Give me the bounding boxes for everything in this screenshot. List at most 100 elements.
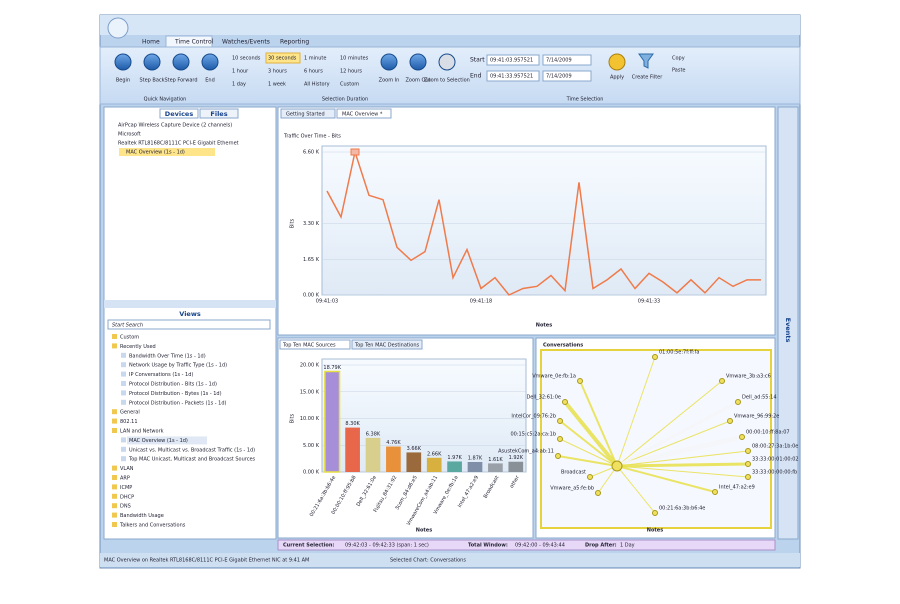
conversation-node[interactable] [735,399,741,405]
document-tab[interactable] [280,108,336,119]
view-item[interactable]: IP Conversations (1s - 1d) [129,372,193,378]
conversation-node-label[interactable]: Vmware_96:99:2e [734,414,779,420]
bar-tab-label[interactable]: Top Ten MAC Sources [282,343,336,349]
view-item[interactable]: DHCP [120,494,134,500]
conversation-node[interactable] [652,510,658,516]
bar-tab[interactable] [351,339,423,350]
search-placeholder[interactable]: Start Search [112,323,143,329]
create-filter-label[interactable]: Create Filter [632,75,664,81]
conversation-node[interactable] [557,418,563,424]
view-item[interactable]: Recently Used [120,344,156,350]
apply-label[interactable]: Apply [610,75,624,81]
conversation-node[interactable] [557,436,563,442]
document-tab-label[interactable]: Getting Started [286,112,325,118]
conversation-hub[interactable] [611,460,623,472]
nav-button[interactable] [114,53,132,71]
view-item[interactable]: DNS [120,504,131,510]
view-item[interactable]: Bandwidth Usage [120,513,164,519]
nav-button[interactable] [143,53,161,71]
view-item[interactable]: Talkers and Conversations [119,523,186,529]
conversation-node-label[interactable]: 00:15:c5:2a:ca:1b [511,432,557,438]
end-date[interactable]: 7/14/2009 [546,74,572,80]
search-box[interactable] [107,319,271,330]
end-time[interactable]: 09:41:33.957521 [490,74,533,80]
ribbon-tab[interactable]: Watches/Events [222,39,270,46]
conversation-node-label[interactable]: 08:00:27:3a:1b:0e [752,444,798,450]
duration-option[interactable]: 30 seconds [268,56,297,62]
events-strip[interactable] [777,106,799,540]
bar-tab-label[interactable]: Top Ten MAC Destinations [354,343,419,349]
duration-option[interactable]: 10 seconds [232,56,261,62]
devices-tab[interactable] [199,108,239,119]
conversation-node-label[interactable]: Dell_ad:55:14 [742,395,777,401]
view-item[interactable]: ARP [120,476,130,482]
start-time[interactable]: 09:41:03.957521 [490,58,533,64]
conversation-node-label[interactable]: Broadcast [561,470,586,476]
start-date[interactable]: 7/14/2009 [546,58,572,64]
zoom-button[interactable] [380,53,398,71]
conversation-node[interactable] [562,399,568,405]
zoom-label[interactable]: Zoom to Selection [424,78,470,84]
conversation-node-label[interactable]: Vmware_0e:fb:1a [532,374,576,380]
conversation-node[interactable] [739,434,745,440]
view-item[interactable]: MAC Overview (1s - 1d) [129,438,188,444]
view-item[interactable]: General [120,410,140,416]
conversation-node[interactable] [712,489,718,495]
conversation-node[interactable] [745,448,751,454]
conversation-node-label[interactable]: 00:21:6a:3b:b6:4e [659,506,705,512]
zoom-label[interactable]: Zoom Out [405,78,430,84]
conversation-node[interactable] [727,418,733,424]
paste-button[interactable]: Paste [672,68,686,74]
nav-button[interactable] [172,53,190,71]
nav-label[interactable]: End [205,78,215,84]
ribbon-tab[interactable]: Time Control [174,39,214,46]
end-date-box[interactable] [542,70,592,82]
nav-button[interactable] [201,53,219,71]
conversation-node-label[interactable]: Dell_32:61:0e [526,395,561,401]
view-item[interactable]: Protocol Distribution - Packets (1s - 1d… [129,400,227,406]
conversation-node-label[interactable]: AsustekCom_a4:ab:11 [498,449,554,455]
nav-label[interactable]: Step Back [139,78,164,84]
conversation-node-label[interactable]: Vmware_3b:a3:c6 [726,374,771,380]
view-item[interactable]: Unicast vs. Multicast vs. Broadcast Traf… [129,447,255,453]
duration-option[interactable]: 1 minute [304,56,326,62]
zoom-label[interactable]: Zoom In [379,78,400,84]
conversation-node-label[interactable]: IntelCor_09:76:2b [511,414,556,420]
bar-tab[interactable] [279,339,351,350]
view-item[interactable]: Bandwidth Over Time (1s - 1d) [129,353,206,359]
device-item[interactable]: AirPcap Wireless Capture Device (2 chann… [118,123,232,129]
devices-tab[interactable] [159,108,199,119]
device-item[interactable]: MAC Overview (1s - 1d) [126,150,185,156]
device-item[interactable]: Realtek RTL8168C/8111C PCI-E Gigabit Eth… [118,141,239,147]
duration-option[interactable]: 3 hours [268,69,287,75]
conversation-node-label[interactable]: 01:00:5e:7f:ff:fa [659,350,699,356]
conversation-node-label[interactable]: 33:33:00:00:00:fb [752,470,797,476]
events-label[interactable]: Events [784,318,792,343]
conversation-node-label[interactable]: 33:33:00:01:00:02 [752,457,799,463]
nav-label[interactable]: Begin [116,78,130,84]
view-item[interactable]: Top MAC Unicast, Multicast and Broadcast… [128,457,256,463]
duration-option[interactable]: 1 day [232,82,246,88]
nav-label[interactable]: Step Forward [164,78,197,84]
view-item[interactable]: Network Usage by Traffic Type (1s - 1d) [129,363,227,369]
start-date-box[interactable] [542,54,592,66]
devices-tab-label[interactable]: Files [210,110,227,118]
end-time-box[interactable] [486,70,540,82]
conversation-node[interactable] [719,378,725,384]
zoom-button[interactable] [438,53,456,71]
document-tab[interactable] [336,108,392,119]
duration-option[interactable]: All History [304,82,330,88]
conversation-node[interactable] [745,461,751,467]
zoom-button[interactable] [409,53,427,71]
document-tab-label[interactable]: MAC Overview * [342,112,383,118]
device-item[interactable]: Microsoft [118,132,141,138]
apply-button[interactable] [608,53,626,71]
start-time-box[interactable] [486,54,540,66]
filter-icon[interactable] [638,53,654,69]
app-button[interactable] [107,17,129,39]
conversation-node[interactable] [577,378,583,384]
conversation-node-label[interactable]: Intel_47:a2:e9 [719,485,755,491]
conversation-node[interactable] [745,474,751,480]
view-item[interactable]: Protocol Distribution - Bytes (1s - 1d) [129,391,222,397]
conversation-node[interactable] [595,490,601,496]
